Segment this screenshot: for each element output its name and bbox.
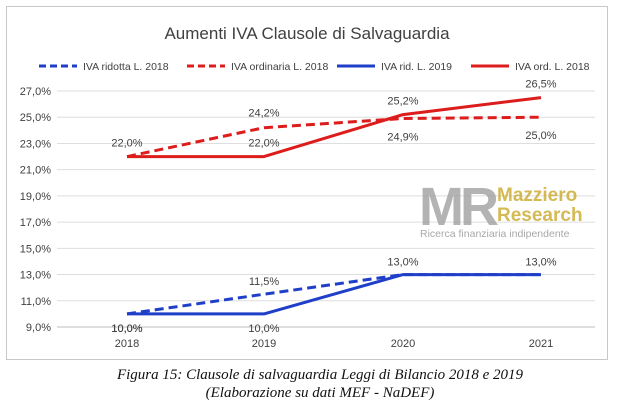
data-label: 22,0%	[248, 138, 279, 150]
watermark-name-line2: Research	[497, 205, 583, 226]
line-chart: Aumenti IVA Clausole di Salvaguardia 9,0…	[20, 24, 595, 350]
series-line-1	[126, 115, 542, 159]
data-label: 24,2%	[248, 108, 279, 120]
data-label: 11,5%	[249, 276, 280, 288]
y-tick-label: 25,0%	[20, 112, 51, 124]
data-label: 10,0%	[111, 323, 142, 335]
y-tick-label: 13,0%	[20, 270, 51, 282]
watermark-tagline: Ricerca finanziaria indipendente	[420, 228, 570, 240]
series-line-3	[127, 96, 542, 159]
chart-title: Aumenti IVA Clausole di Salvaguardia	[164, 24, 450, 43]
data-label: 22,0%	[111, 138, 142, 150]
y-tick-label: 17,0%	[20, 217, 51, 229]
chart-frame: Aumenti IVA Clausole di Salvaguardia 9,0…	[6, 6, 608, 360]
legend-item-3: IVA ord. L. 2018	[471, 61, 590, 73]
legend-label: IVA rid. L. 2019	[381, 61, 452, 73]
data-label: 25,2%	[387, 96, 418, 108]
data-label: 24,9%	[387, 132, 418, 144]
legend-label: IVA ord. L. 2018	[515, 61, 590, 73]
watermark-name-line1: Mazziero	[497, 185, 577, 206]
data-label: 13,0%	[387, 257, 418, 269]
data-label: 25,0%	[525, 130, 556, 142]
logo-mr-letters: MR	[419, 177, 498, 237]
x-tick-label: 2020	[391, 338, 415, 350]
data-label: 13,0%	[525, 257, 556, 269]
caption-line-2: (Elaborazione su dati MEF - NaDEF)	[205, 385, 435, 401]
x-tick-label: 2021	[529, 338, 553, 350]
data-label: 10,0%	[248, 323, 279, 335]
figure-caption: Figura 15: Clausole di salvaguardia Legg…	[0, 366, 640, 402]
x-tick-label: 2019	[252, 338, 276, 350]
y-tick-label: 11,0%	[21, 296, 52, 308]
y-tick-label: 9,0%	[26, 322, 51, 334]
x-tick-label: 2018	[115, 338, 139, 350]
legend-item-1: IVA ordinaria L. 2018	[187, 61, 328, 73]
data-label: 26,5%	[525, 79, 556, 91]
y-tick-label: 27,0%	[20, 86, 51, 98]
y-tick-label: 15,0%	[20, 243, 51, 255]
legend-label: IVA ridotta L. 2018	[83, 61, 169, 73]
legend-item-0: IVA ridotta L. 2018	[39, 61, 169, 73]
y-tick-label: 21,0%	[20, 165, 51, 177]
caption-line-1: Figura 15: Clausole di salvaguardia Legg…	[116, 367, 524, 383]
legend-item-2: IVA rid. L. 2019	[337, 61, 452, 73]
y-tick-label: 19,0%	[20, 191, 51, 203]
mazziero-research-watermark: MR Mazziero Research Ricerca finanziaria…	[419, 177, 583, 240]
data-label: 10,0%	[111, 323, 142, 335]
series-line-2	[127, 273, 541, 316]
legend-label: IVA ordinaria L. 2018	[231, 61, 328, 73]
y-tick-label: 23,0%	[20, 138, 51, 150]
